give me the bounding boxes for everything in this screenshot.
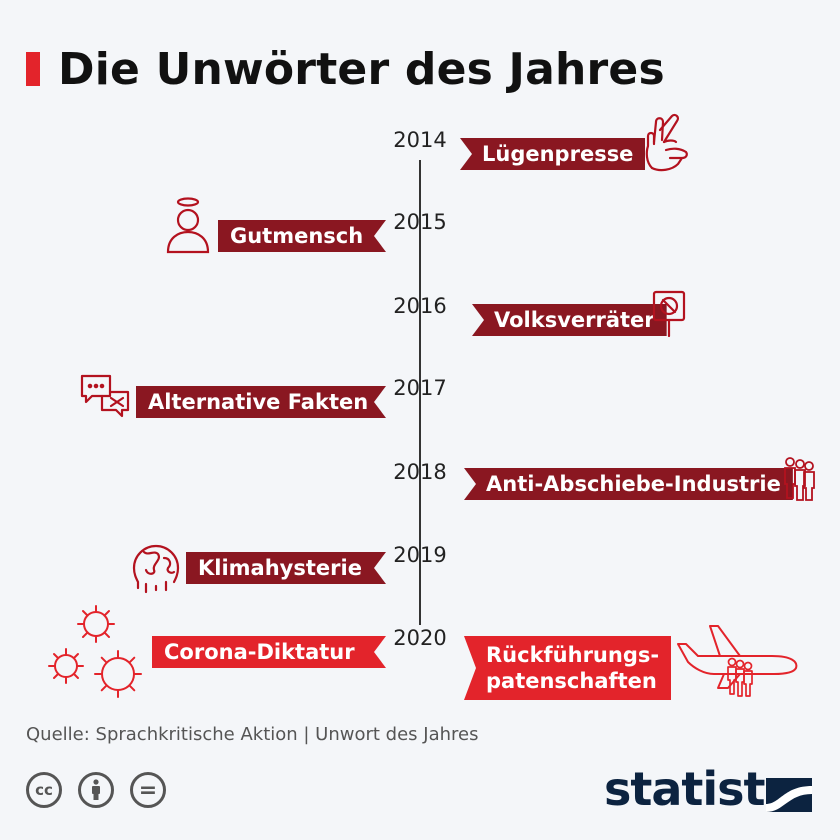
word-banner-2015: Gutmensch xyxy=(218,220,386,252)
person-halo-icon xyxy=(164,196,212,254)
speech-bubbles-icon xyxy=(80,374,132,420)
word-banner-2020-left: Corona-Diktatur xyxy=(152,636,386,668)
statista-logo-text: statista xyxy=(604,762,796,816)
protest-sign-icon xyxy=(652,290,686,338)
year-label-2018: 2018 xyxy=(393,460,447,484)
word-banner-2016: Volksverräter xyxy=(472,304,667,336)
word-banner-2019: Klimahysterie xyxy=(186,552,386,584)
cc-license-icon: cc xyxy=(26,772,62,808)
timeline-line xyxy=(419,160,421,625)
group-of-people-icon xyxy=(782,456,816,502)
virus-icon xyxy=(44,604,152,708)
melting-globe-icon xyxy=(128,538,184,594)
no-derivatives-label: = xyxy=(138,777,158,803)
word-banner-2020-right-line1: Rückführungs- xyxy=(486,643,660,667)
word-banner-2020-right: Rückführungs- patenschaften xyxy=(464,636,672,700)
cc-license-label: cc xyxy=(35,781,53,799)
word-banner-2018: Anti-Abschiebe-Industrie xyxy=(464,468,793,500)
no-derivatives-icon: = xyxy=(130,772,166,808)
word-banner-2017: Alternative Fakten xyxy=(136,386,386,418)
crossed-fingers-icon xyxy=(642,112,692,174)
year-label-2019: 2019 xyxy=(393,543,447,567)
title-accent-bar xyxy=(26,52,40,86)
year-label-2017: 2017 xyxy=(393,376,447,400)
word-banner-2020-right-line2: patenschaften xyxy=(486,669,657,693)
year-label-2016: 2016 xyxy=(393,294,447,318)
word-banner-2014: Lügenpresse xyxy=(460,138,646,170)
year-label-2020: 2020 xyxy=(393,626,447,650)
attribution-icon xyxy=(78,772,114,808)
airplane-people-icon xyxy=(674,622,800,698)
page-title: Die Unwörter des Jahres xyxy=(58,44,665,95)
year-label-2014: 2014 xyxy=(393,128,447,152)
source-note: Quelle: Sprachkritische Aktion | Unwort … xyxy=(26,724,479,745)
year-label-2015: 2015 xyxy=(393,210,447,234)
statista-logo-mark-icon xyxy=(766,778,812,812)
